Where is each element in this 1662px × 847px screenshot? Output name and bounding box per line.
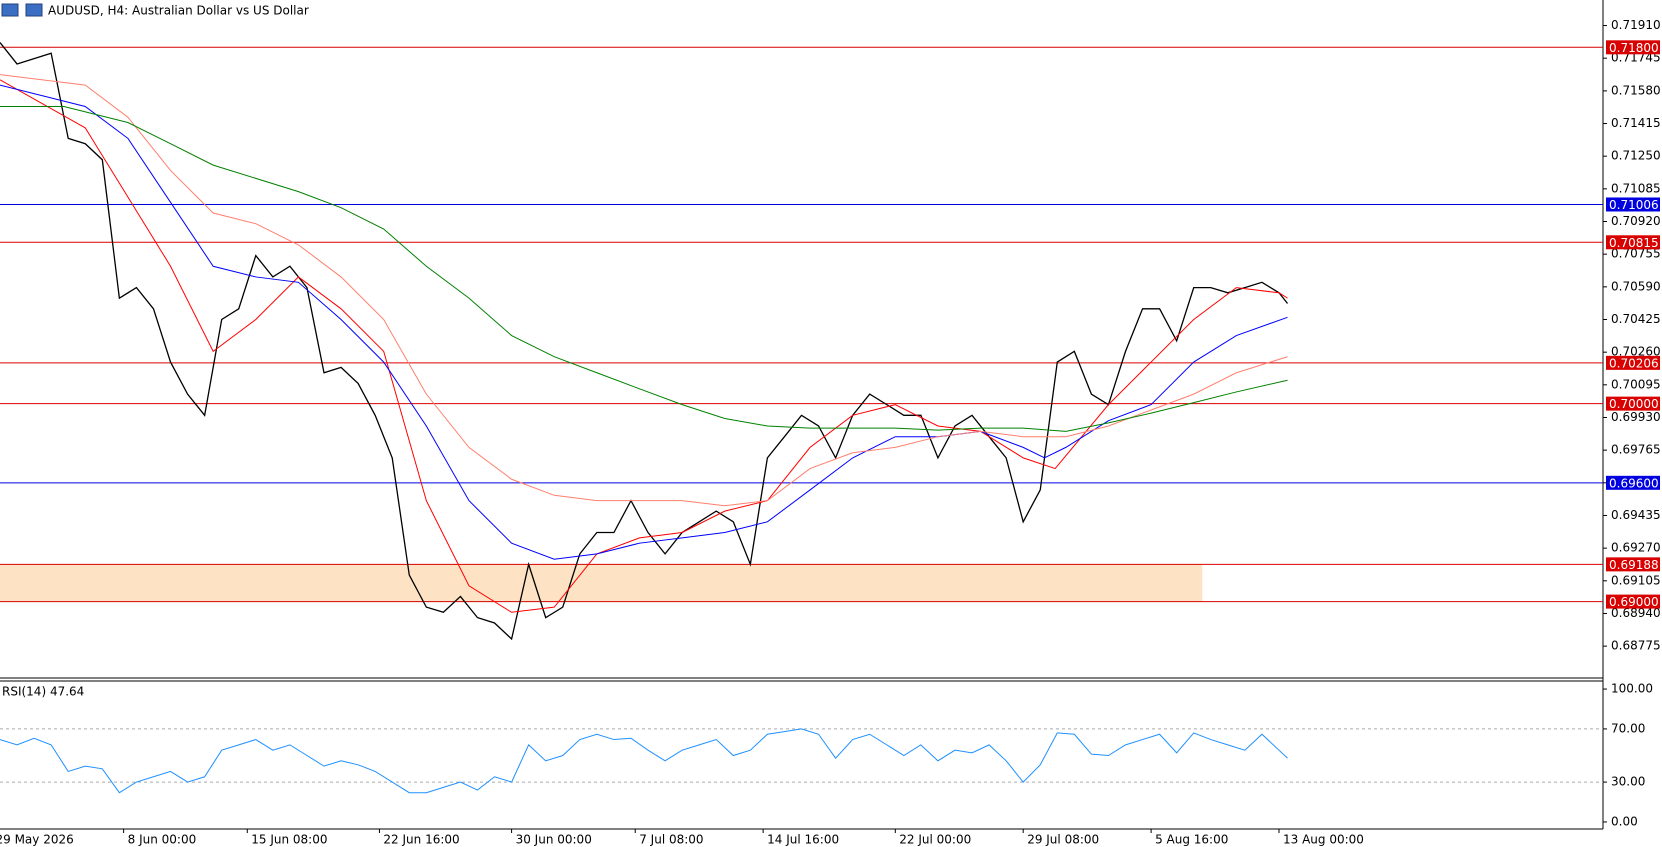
- y-tick-label: 0.70590: [1611, 279, 1661, 293]
- level-label: 0.69188: [1609, 558, 1659, 572]
- y-tick-label: 0.70095: [1611, 377, 1661, 391]
- series-line: [0, 728, 1288, 794]
- x-tick-label: 15 Jun 08:00: [251, 833, 327, 847]
- y-tick-label: 30.00: [1611, 775, 1645, 789]
- series-line: [0, 42, 1289, 641]
- level-label: 0.70000: [1609, 397, 1659, 411]
- series-line: [0, 79, 1288, 613]
- level-tag: 0.70815: [1606, 235, 1660, 250]
- series-line: [0, 74, 1288, 507]
- series-line: [0, 106, 1288, 432]
- level-tag: 0.70000: [1606, 396, 1660, 411]
- series-line: [0, 84, 1288, 560]
- y-tick-label: 0.70425: [1611, 312, 1661, 326]
- y-tick-label: 0.69105: [1611, 573, 1661, 587]
- level-label: 0.71800: [1609, 41, 1659, 55]
- level-label: 0.70815: [1609, 236, 1659, 250]
- level-tag: 0.69000: [1606, 594, 1660, 609]
- symbol-icons: [1, 3, 43, 17]
- level-tag: 0.71006: [1606, 197, 1660, 212]
- level-tag-box: [1606, 197, 1660, 212]
- y-tick-label: 0.71580: [1611, 83, 1661, 97]
- level-tag-box: [1606, 594, 1660, 609]
- level-tag-box: [1606, 396, 1660, 411]
- x-tick-label: 29 Jul 08:00: [1027, 833, 1099, 847]
- y-tick-label: 100.00: [1611, 682, 1653, 696]
- x-tick-label: 30 Jun 00:00: [516, 833, 592, 847]
- y-tick-label: 0.68940: [1611, 606, 1661, 620]
- level-tag-box: [1606, 40, 1660, 55]
- level-tag-box: [1606, 475, 1660, 490]
- y-tick-label: 0.70920: [1611, 214, 1661, 228]
- y-tick-label: 0.71250: [1611, 149, 1661, 163]
- x-tick-label: 29 May 2026: [0, 833, 74, 847]
- y-tick-label: 0.69765: [1611, 443, 1661, 457]
- x-tick-label: 7 Jul 08:00: [639, 833, 703, 847]
- level-tag: 0.69600: [1606, 475, 1660, 490]
- y-tick-label: 70.00: [1611, 721, 1645, 735]
- y-tick-label: 0.00: [1611, 814, 1638, 828]
- y-tick-label: 0.70755: [1611, 247, 1661, 261]
- level-label: 0.69600: [1609, 476, 1659, 490]
- rsi-title: RSI(14) 47.64: [2, 685, 84, 699]
- x-tick-label: 8 Jun 00:00: [128, 833, 197, 847]
- y-tick-label: 0.71910: [1611, 18, 1661, 32]
- y-tick-label: 0.69435: [1611, 508, 1661, 522]
- level-tag-box: [1606, 235, 1660, 250]
- level-label: 0.70206: [1609, 356, 1659, 370]
- level-tag: 0.69188: [1606, 557, 1660, 572]
- support-zone: [0, 564, 1203, 602]
- x-tick-label: 13 Aug 00:00: [1283, 833, 1364, 847]
- level-tag: 0.70206: [1606, 355, 1660, 370]
- x-tick-label: 5 Aug 16:00: [1155, 833, 1228, 847]
- y-tick-label: 0.69930: [1611, 410, 1661, 424]
- x-tick-label: 14 Jul 16:00: [767, 833, 839, 847]
- y-tick-label: 0.68775: [1611, 639, 1661, 653]
- y-tick-label: 0.69270: [1611, 541, 1661, 555]
- level-tag: 0.71800: [1606, 40, 1660, 55]
- level-tag-box: [1606, 557, 1660, 572]
- x-tick-label: 22 Jun 16:00: [383, 833, 459, 847]
- x-tick-label: 22 Jul 00:00: [899, 833, 971, 847]
- chart-title: AUDUSD, H4: Australian Dollar vs US Doll…: [48, 4, 309, 18]
- y-tick-label: 0.71085: [1611, 181, 1661, 195]
- level-label: 0.69000: [1609, 595, 1659, 609]
- y-tick-label: 0.71415: [1611, 116, 1661, 130]
- level-tag-box: [1606, 355, 1660, 370]
- level-label: 0.71006: [1609, 198, 1659, 212]
- y-tick-label: 0.70260: [1611, 345, 1661, 359]
